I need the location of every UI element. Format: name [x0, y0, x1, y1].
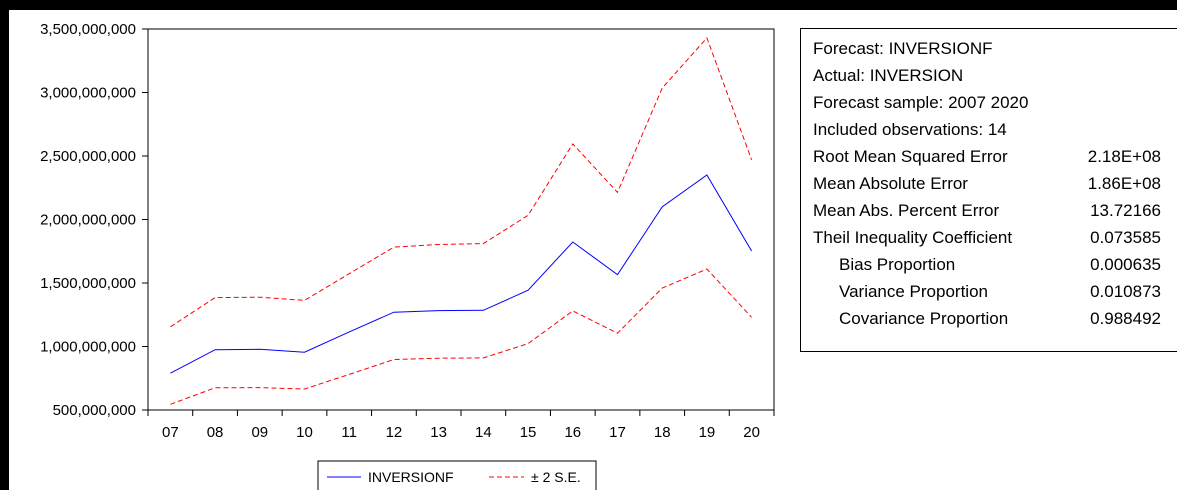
x-tick-label: 14 [475, 424, 492, 441]
x-tick-label: 16 [564, 424, 581, 441]
y-tick-label: 2,000,000,000 [40, 212, 136, 229]
y-tick-label: 3,000,000,000 [40, 85, 136, 102]
stat-value: 0.000635 [1090, 255, 1161, 274]
x-tick-label: 20 [743, 424, 760, 441]
x-tick-label: 15 [520, 424, 537, 441]
x-tick-label: 10 [296, 424, 313, 441]
series-line-se-lower [170, 268, 752, 405]
x-tick-label: 18 [654, 424, 671, 441]
series-layer [170, 36, 753, 405]
x-tick-label: 09 [251, 424, 268, 441]
y-tick-label: 1,500,000,000 [40, 275, 136, 292]
stat-value: 0.010873 [1090, 282, 1161, 301]
stat-label: Mean Abs. Percent Error [813, 201, 1000, 220]
stat-value: 0.988492 [1090, 309, 1161, 328]
y-tick-label: 1,000,000,000 [40, 339, 136, 356]
plot-area [147, 28, 775, 411]
stat-label: Bias Proportion [839, 255, 956, 274]
stat-label: Variance Proportion [839, 282, 988, 301]
legend: INVERSIONF ± 2 S.E. [317, 460, 597, 490]
x-tick-label: 19 [699, 424, 716, 441]
x-tick-label: 12 [386, 424, 403, 441]
series-line-inversionf [170, 174, 753, 374]
x-tick-label: 11 [341, 424, 357, 441]
stat-label: Covariance Proportion [839, 309, 1009, 328]
x-tick-label: 07 [162, 424, 179, 441]
legend-label: ± 2 S.E. [531, 469, 581, 485]
series-line-se-upper [170, 36, 753, 328]
forecast-chart: 500,000,000 1,000,000,000 1,500,000,000 2,0… [40, 21, 775, 490]
y-tick-label: 2,500,000,000 [40, 148, 136, 165]
y-axis: 500,000,000 1,000,000,000 1,500,000,000 2,0… [40, 21, 148, 419]
stat-value: 2.18E+08 [1087, 147, 1161, 166]
stat-label: Forecast: INVERSIONF [813, 39, 993, 58]
x-tick-label: 13 [430, 424, 447, 441]
x-axis: 07 08 09 10 11 12 13 14 15 16 17 18 19 20 [147, 410, 775, 441]
legend-label: INVERSIONF [368, 469, 454, 485]
stat-value: 13.72166 [1090, 201, 1161, 220]
window-frame-left [0, 0, 9, 490]
stat-label: Included observations: 14 [813, 120, 1007, 139]
stat-value: 0.073585 [1090, 228, 1161, 247]
x-tick-label: 17 [609, 424, 626, 441]
y-tick-label: 3,500,000,000 [40, 21, 136, 38]
y-tick-label: 500,000,000 [53, 402, 136, 419]
stat-label: Theil Inequality Coefficient [813, 228, 1013, 247]
stat-label: Forecast sample: 2007 2020 [813, 93, 1029, 112]
stat-label: Mean Absolute Error [813, 174, 968, 193]
legend-box [317, 460, 597, 490]
window-frame-top [0, 0, 1177, 10]
forecast-stats-box: Forecast: INVERSIONF Actual: INVERSION For… [800, 28, 1177, 352]
stat-label: Root Mean Squared Error [813, 147, 1008, 166]
stat-label: Actual: INVERSION [813, 66, 964, 85]
x-tick-label: 08 [207, 424, 224, 441]
stat-value: 1.86E+08 [1087, 174, 1161, 193]
